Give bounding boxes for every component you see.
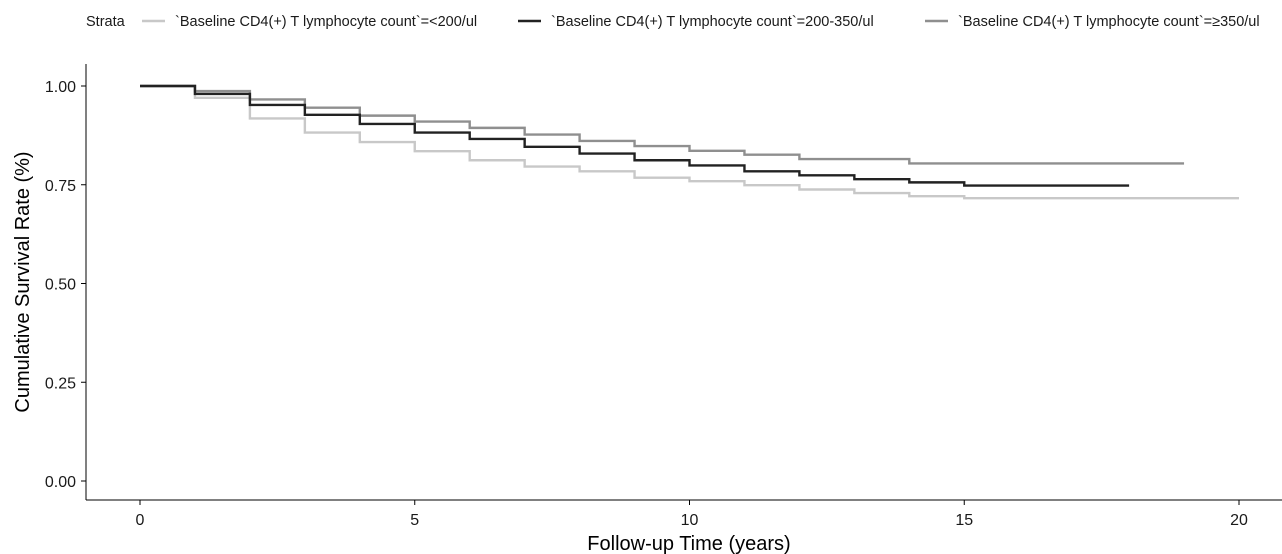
x-tick-label: 5: [410, 512, 419, 529]
y-tick-label: 0.25: [45, 375, 76, 392]
legend-label-2: `Baseline CD4(+) T lymphocyte count`=200…: [551, 14, 874, 30]
y-tick-label: 0.75: [45, 178, 76, 195]
x-tick-label: 20: [1230, 512, 1248, 529]
series-line-3: [140, 84, 1185, 165]
y-ticks: 0.00 0.25 0.50 0.75 1.00: [45, 79, 86, 491]
plot-area: 0 5 10 15 20 0.00 0.25 0.50 0.75 1.00: [45, 64, 1282, 529]
legend: Strata `Baseline CD4(+) T lymphocyte cou…: [86, 14, 1260, 30]
x-ticks: 0 5 10 15 20: [136, 500, 1248, 529]
x-tick-label: 10: [681, 512, 699, 529]
series-line-2: [140, 84, 1130, 187]
x-tick-label: 0: [136, 512, 145, 529]
y-tick-label: 1.00: [45, 79, 76, 96]
legend-label-3: `Baseline CD4(+) T lymphocyte count`=≥35…: [958, 14, 1260, 30]
legend-label-1: `Baseline CD4(+) T lymphocyte count`=<20…: [175, 14, 477, 30]
y-tick-label: 0.50: [45, 277, 76, 294]
y-axis-title: Cumulative Survival Rate (%): [12, 151, 34, 412]
series-line-1: [140, 84, 1239, 200]
legend-title: Strata: [86, 14, 126, 30]
series-layer: [140, 84, 1239, 200]
x-tick-label: 15: [955, 512, 973, 529]
x-axis-title: Follow-up Time (years): [587, 533, 790, 554]
y-tick-label: 0.00: [45, 474, 76, 491]
